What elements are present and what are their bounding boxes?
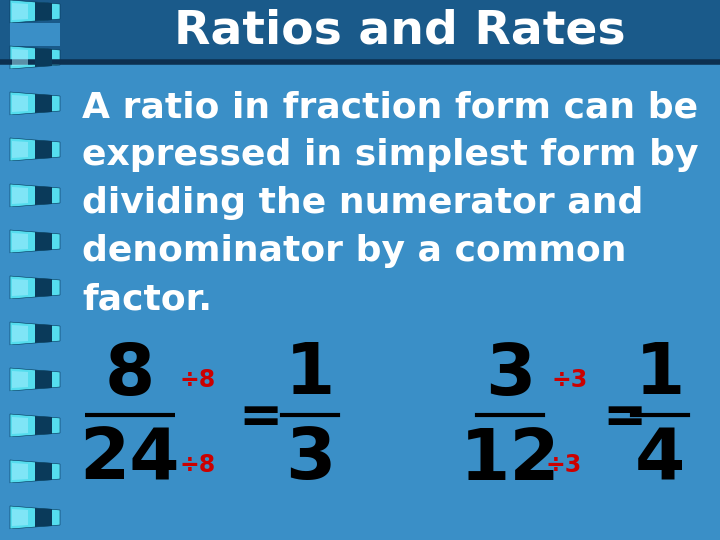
Bar [10,115,60,138]
Polygon shape [12,95,28,112]
Bar [10,253,60,276]
Polygon shape [10,0,60,23]
Polygon shape [12,417,28,434]
Polygon shape [12,509,28,526]
Polygon shape [12,49,28,66]
Bar [10,483,60,506]
Text: ÷8: ÷8 [180,368,216,392]
Polygon shape [12,187,28,204]
Bar [10,207,60,230]
Text: =: = [603,392,647,444]
Text: =: = [238,392,282,444]
Polygon shape [12,371,28,388]
Bar [10,299,60,322]
Polygon shape [35,370,52,389]
Polygon shape [35,48,52,67]
Polygon shape [12,279,28,296]
Bar [10,345,60,368]
Polygon shape [10,138,60,161]
Text: 1: 1 [285,341,336,409]
Bar [10,69,60,92]
Text: 24: 24 [80,426,180,495]
Polygon shape [35,416,52,435]
Polygon shape [35,508,52,527]
Polygon shape [10,460,60,483]
Text: denominator by a common: denominator by a common [82,234,626,268]
Bar [0,0,720,62]
Polygon shape [12,463,28,480]
Polygon shape [35,186,52,205]
Polygon shape [35,94,52,113]
Text: 8: 8 [105,341,155,409]
Bar [10,391,60,414]
Text: Ratios and Rates: Ratios and Rates [174,9,626,53]
Text: factor.: factor. [82,282,212,316]
Polygon shape [12,3,28,20]
Polygon shape [10,506,60,529]
Polygon shape [10,230,60,253]
Polygon shape [35,232,52,251]
Bar [10,161,60,184]
Polygon shape [10,184,60,207]
Bar [10,529,60,540]
Polygon shape [10,46,60,69]
Polygon shape [10,276,60,299]
Polygon shape [35,278,52,297]
Polygon shape [35,324,52,343]
Polygon shape [10,368,60,391]
Polygon shape [12,233,28,250]
Text: ÷3: ÷3 [552,368,588,392]
Polygon shape [12,325,28,342]
Bar [10,23,60,46]
Text: 12: 12 [459,426,560,495]
Text: expressed in simplest form by: expressed in simplest form by [82,138,698,172]
Text: 1: 1 [635,341,685,409]
Polygon shape [35,2,52,21]
Text: 3: 3 [285,426,336,495]
Polygon shape [10,322,60,345]
Text: 3: 3 [485,341,535,409]
Polygon shape [10,92,60,115]
Polygon shape [35,462,52,481]
Polygon shape [10,414,60,437]
Text: ÷8: ÷8 [180,453,216,477]
Polygon shape [12,141,28,158]
Bar [10,437,60,460]
Text: ÷3: ÷3 [546,453,582,477]
Text: 4: 4 [635,426,685,495]
Polygon shape [35,140,52,159]
Text: A ratio in fraction form can be: A ratio in fraction form can be [82,90,698,124]
Text: dividing the numerator and: dividing the numerator and [82,186,644,220]
